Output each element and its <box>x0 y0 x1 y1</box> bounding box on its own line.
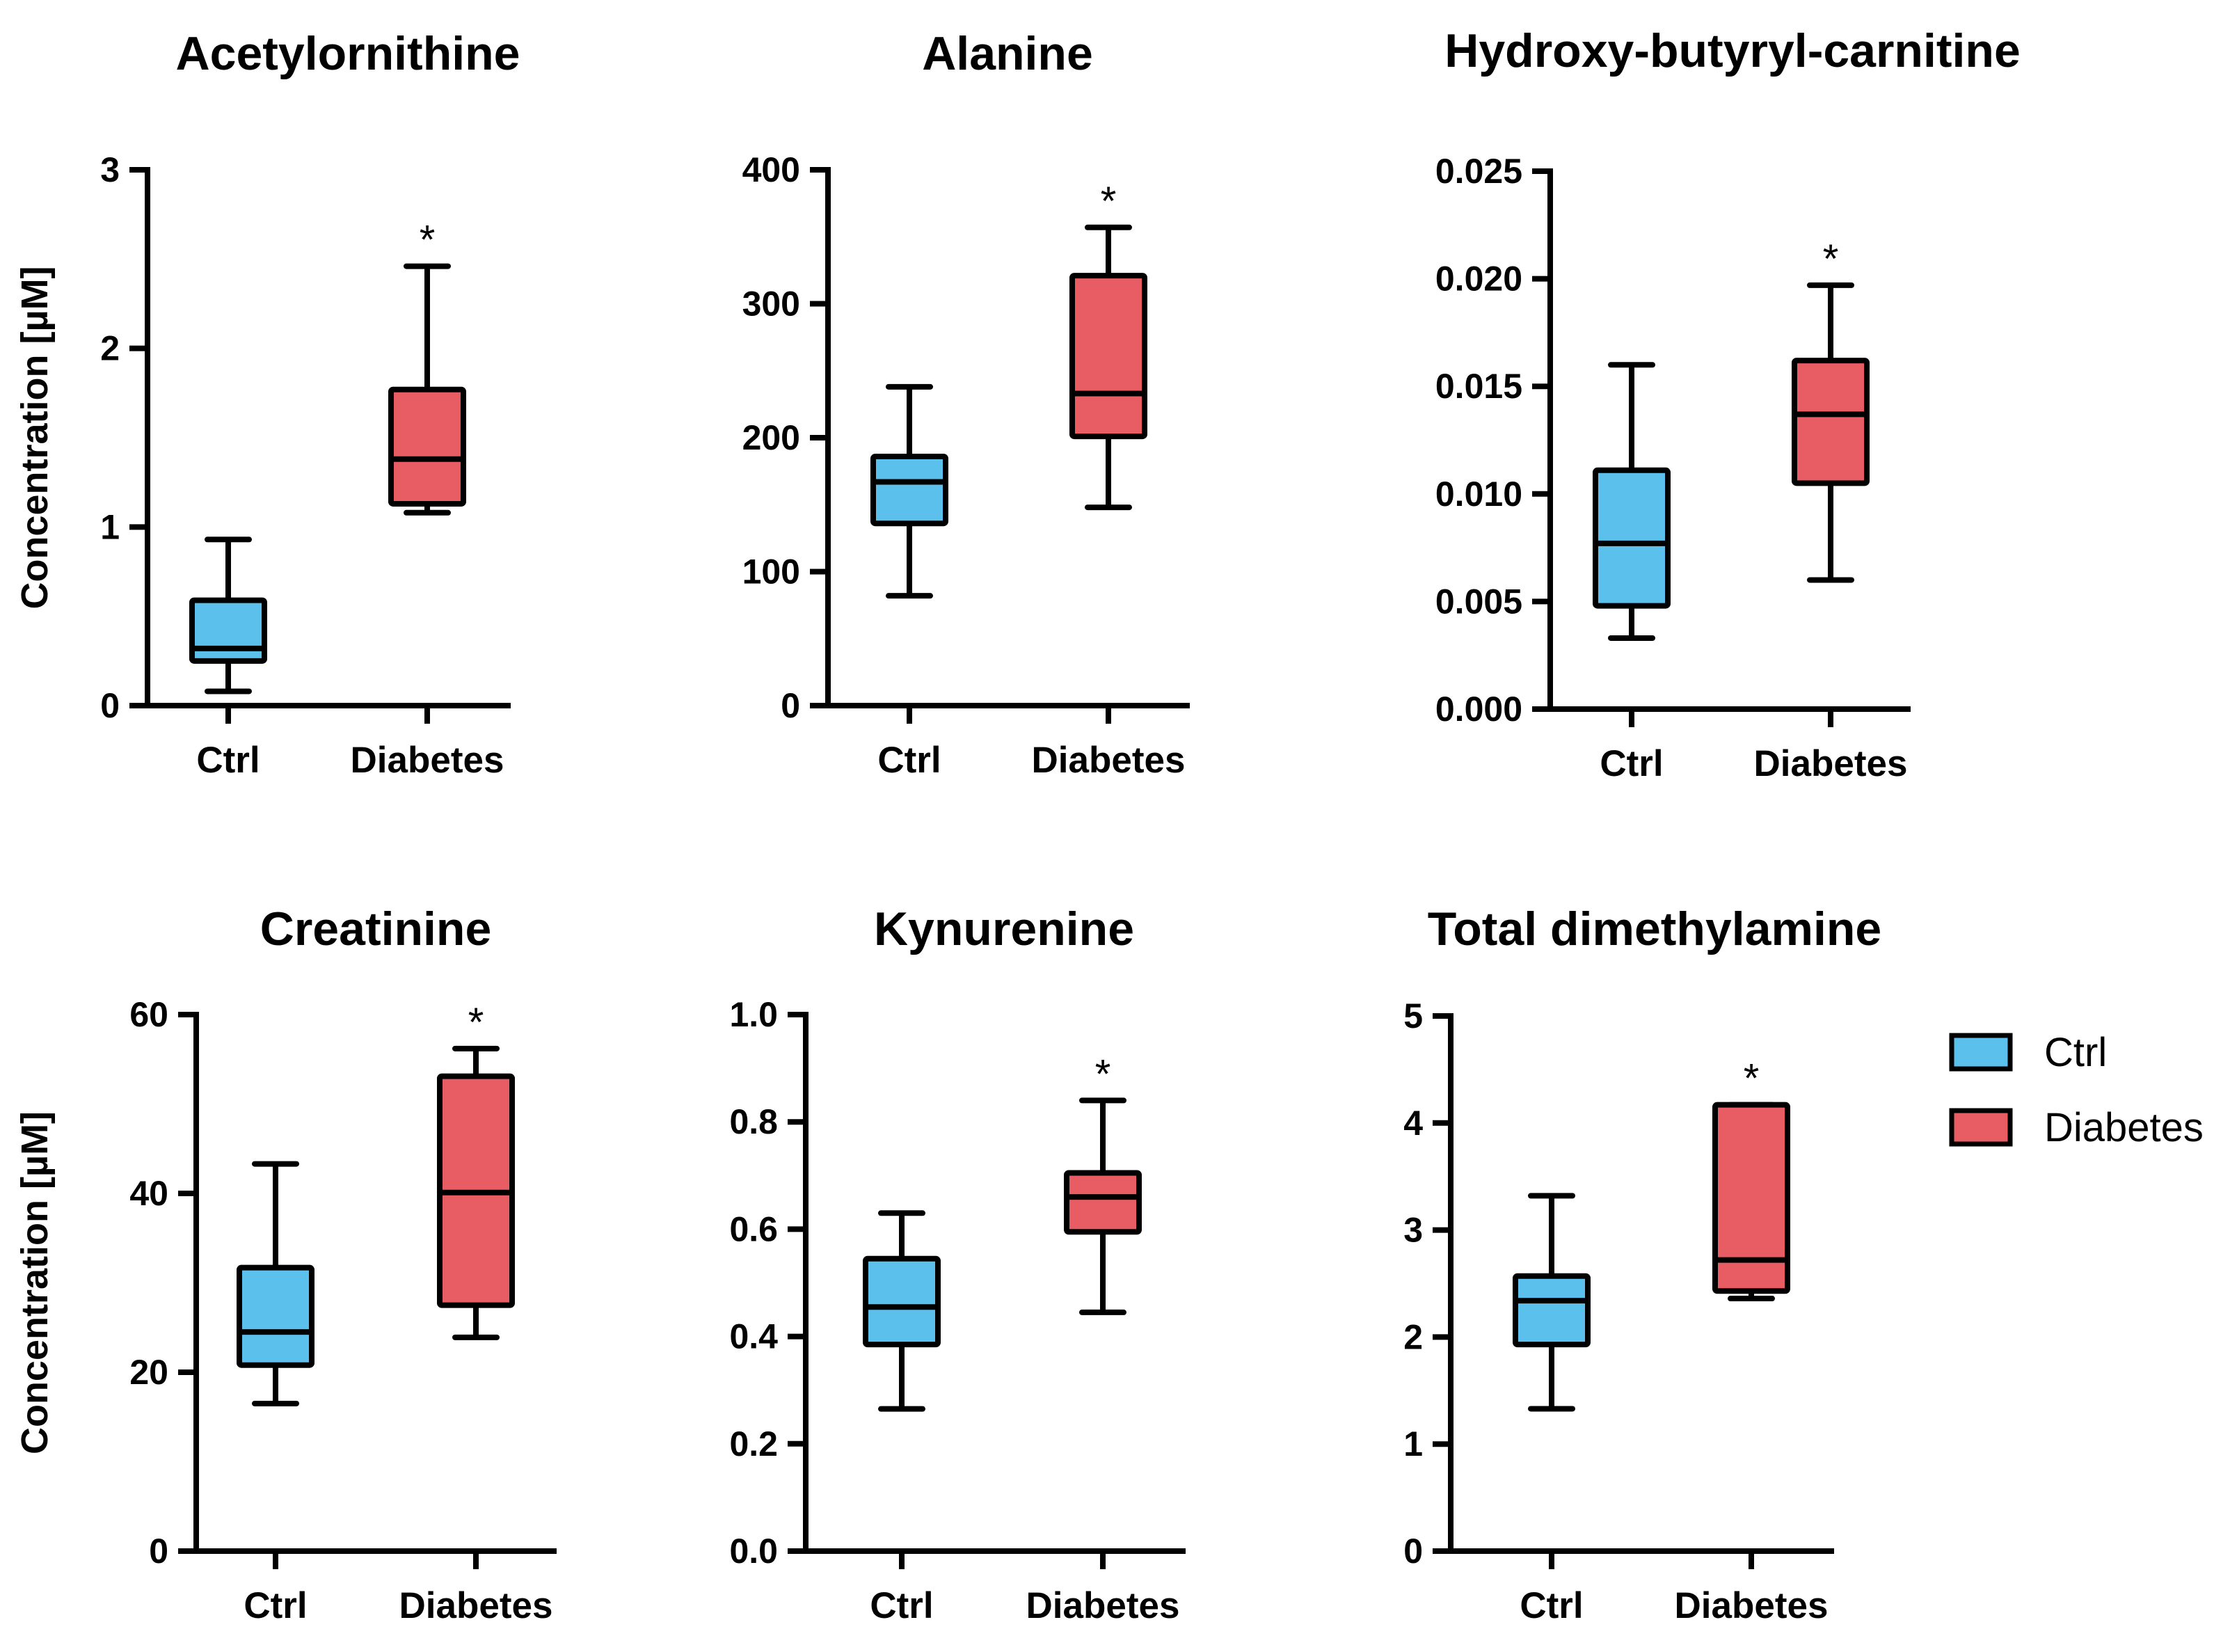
chart-panel-6: Total dimethylamine 0 1 2 3 4 5 Ctrl Diabetes * <box>1403 903 1881 1626</box>
iqr-box <box>388 386 466 507</box>
x-tick-label: Diabetes <box>1026 1585 1180 1626</box>
y-tick-label: 1.0 <box>729 995 778 1034</box>
x-tick-label: Diabetes <box>351 740 504 781</box>
significance-marker: * <box>1823 237 1839 282</box>
significance-marker: * <box>1744 1056 1760 1102</box>
y-tick-label: 0.015 <box>1435 367 1522 406</box>
chart-title: Creatinine <box>260 903 492 955</box>
chart-panel-3: Hydroxy-butyryl-carnitine 0.000 0.005 0.010… <box>1435 24 2021 784</box>
x-tick-label: Diabetes <box>1675 1585 1829 1626</box>
y-axis-label: Concentration [µM] <box>14 1111 56 1454</box>
y-axis-label: Concentration [µM] <box>14 266 56 609</box>
x-tick-label: Diabetes <box>399 1585 553 1626</box>
legend-swatch-ctrl <box>1949 1033 2013 1072</box>
box-ctrl <box>1593 362 1671 641</box>
significance-marker: * <box>1101 179 1117 224</box>
x-tick-label: Ctrl <box>870 1585 933 1626</box>
y-tick-label: 0.6 <box>729 1209 778 1248</box>
x-tick-label: Ctrl <box>244 1585 307 1626</box>
y-tick-label: 20 <box>129 1353 168 1392</box>
box-ctrl <box>1513 1193 1591 1412</box>
y-tick-label: 0 <box>1403 1532 1423 1571</box>
legend-swatch-diabetes <box>1949 1108 2013 1147</box>
x-tick-label: Ctrl <box>877 740 941 781</box>
box-diabetes: * <box>1712 1056 1790 1302</box>
x-tick-label: Ctrl <box>1520 1585 1583 1626</box>
significance-marker: * <box>1095 1051 1111 1097</box>
iqr-box <box>1064 1170 1142 1235</box>
y-tick-label: 100 <box>742 553 800 591</box>
iqr-box <box>237 1264 314 1368</box>
iqr-box <box>189 597 267 664</box>
legend-label-ctrl: Ctrl <box>2044 1030 2107 1075</box>
legend: Ctrl Diabetes <box>1949 1030 2204 1150</box>
y-tick-label: 2 <box>1403 1317 1423 1356</box>
chart-title: Alanine <box>922 27 1093 80</box>
y-tick-label: 3 <box>100 150 120 189</box>
y-tick-label: 200 <box>742 418 800 457</box>
chart-title: Kynurenine <box>874 903 1134 955</box>
x-tick-label: Diabetes <box>1754 743 1908 784</box>
box-ctrl <box>870 383 948 599</box>
y-tick-label: 0 <box>149 1532 168 1571</box>
y-tick-label: 5 <box>1403 996 1423 1035</box>
box-ctrl <box>189 537 267 694</box>
iqr-box <box>1069 273 1147 440</box>
significance-marker: * <box>468 1000 484 1045</box>
y-tick-label: 0.025 <box>1435 152 1522 191</box>
chart-title: Total dimethylamine <box>1428 903 1881 955</box>
iqr-box <box>863 1255 941 1348</box>
box-diabetes: * <box>1069 179 1147 511</box>
significance-marker: * <box>420 218 436 263</box>
chart-panel-4: Creatinine Concentration [µM] 0 20 40 60 Ctrl D… <box>14 903 557 1626</box>
y-tick-label: 0.020 <box>1435 260 1522 299</box>
iqr-box <box>1593 467 1671 609</box>
chart-panels: Acetylornithine Concentration [µM] 0 1 2 3 Ctr… <box>14 24 2021 1626</box>
y-tick-label: 0.0 <box>729 1532 778 1571</box>
y-tick-label: 1 <box>1403 1424 1423 1463</box>
y-tick-label: 0.000 <box>1435 690 1522 729</box>
legend-label-diabetes: Diabetes <box>2044 1105 2204 1150</box>
chart-panel-5: Kynurenine 0.0 0.2 0.4 0.6 0.8 1.0 Ctrl Diabetes… <box>729 903 1186 1626</box>
y-tick-label: 0.2 <box>729 1424 778 1463</box>
chart-title: Acetylornithine <box>176 27 520 80</box>
y-tick-label: 0 <box>781 686 800 725</box>
y-tick-label: 0.8 <box>729 1102 778 1141</box>
iqr-box <box>1712 1102 1790 1294</box>
box-diabetes: * <box>1792 237 1870 583</box>
chart-title: Hydroxy-butyryl-carnitine <box>1444 24 2021 77</box>
y-tick-label: 300 <box>742 285 800 324</box>
y-tick-label: 0.4 <box>729 1317 778 1356</box>
box-diabetes: * <box>437 1000 515 1340</box>
x-tick-label: Diabetes <box>1032 740 1186 781</box>
box-diabetes: * <box>388 218 466 516</box>
y-tick-label: 60 <box>129 995 168 1034</box>
chart-panel-2: Alanine 0 100 200 300 400 Ctrl Diabetes * <box>742 27 1190 781</box>
y-tick-label: 0.010 <box>1435 475 1522 514</box>
iqr-box <box>870 453 948 527</box>
y-tick-label: 3 <box>1403 1211 1423 1250</box>
y-tick-label: 4 <box>1403 1104 1423 1143</box>
x-tick-label: Ctrl <box>1600 743 1663 784</box>
chart-panel-1: Acetylornithine Concentration [µM] 0 1 2 3 Ctr… <box>14 27 520 781</box>
iqr-box <box>1513 1273 1591 1348</box>
x-tick-label: Ctrl <box>196 740 260 781</box>
iqr-box <box>1792 358 1870 486</box>
box-ctrl <box>237 1161 314 1406</box>
y-tick-label: 400 <box>742 150 800 189</box>
y-tick-label: 0.005 <box>1435 582 1522 621</box>
y-tick-label: 40 <box>129 1174 168 1213</box>
box-ctrl <box>863 1210 941 1412</box>
box-diabetes: * <box>1064 1051 1142 1315</box>
y-tick-label: 0 <box>100 686 120 725</box>
y-tick-label: 1 <box>100 507 120 546</box>
y-tick-label: 2 <box>100 329 120 368</box>
